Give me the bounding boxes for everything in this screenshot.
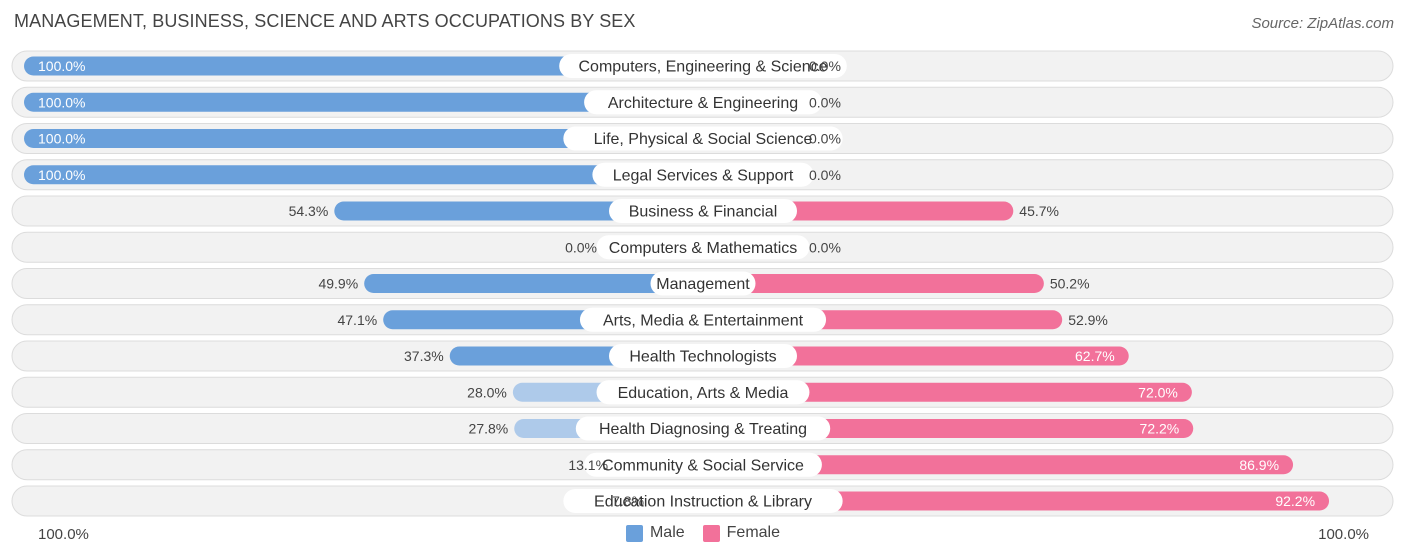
value-label-female: 0.0%	[809, 58, 841, 74]
category-label-pill	[584, 452, 822, 477]
value-label-female: 92.2%	[1275, 493, 1315, 509]
value-label-female: 0.0%	[809, 94, 841, 110]
value-label-female: 0.0%	[809, 167, 841, 183]
category-label: Education, Arts & Media	[618, 385, 789, 402]
bar-female	[693, 346, 1129, 366]
legend-label-female: Female	[726, 524, 781, 541]
category-label-pill	[575, 416, 831, 441]
category-label-pill	[650, 271, 756, 296]
legend-swatch-male	[625, 524, 643, 542]
value-label-male: 47.1%	[337, 312, 377, 328]
value-label-male: 28.0%	[467, 384, 507, 400]
category-label: Education Instruction & Library	[594, 494, 812, 511]
value-label-female: 72.2%	[1140, 421, 1180, 437]
value-label-male: 0.0%	[565, 239, 597, 255]
value-label-female: 86.9%	[1239, 457, 1279, 473]
bar-female	[693, 382, 1192, 402]
category-label: Health Diagnosing & Treating	[599, 421, 807, 438]
bar-male	[24, 165, 713, 185]
value-label-male: 100.0%	[38, 131, 85, 147]
legend-item-male: Male	[625, 524, 685, 542]
category-label: Life, Physical & Social Science	[594, 131, 813, 148]
value-label-male: 100.0%	[38, 167, 85, 183]
chart-title: MANAGEMENT, BUSINESS, SCIENCE AND ARTS O…	[14, 11, 636, 31]
axis-right-label: 100.0%	[1318, 526, 1369, 543]
diverging-bar-chart: Computers, Engineering & Science 100.0% 0.…	[11, 50, 1394, 517]
value-label-male: 37.3%	[404, 348, 444, 364]
value-label-female: 50.2%	[1050, 276, 1090, 292]
source-credit: Source: ZipAtlas.com	[1251, 15, 1394, 32]
axis-left-label: 100.0%	[38, 526, 89, 543]
category-label: Computers, Engineering & Science	[578, 59, 827, 76]
category-label-pill	[609, 344, 797, 368]
legend-item-female: Female	[702, 524, 781, 542]
value-label-male: 54.3%	[289, 203, 329, 219]
category-label-pill	[609, 199, 797, 223]
legend-swatch-female	[702, 524, 720, 542]
value-label-female: 72.0%	[1138, 384, 1178, 400]
legend: Male Female	[0, 524, 1406, 542]
value-label-female: 0.0%	[809, 131, 841, 147]
category-label: Legal Services & Support	[613, 167, 794, 184]
category-label: Business & Financial	[629, 204, 778, 221]
bar-female	[693, 274, 1044, 293]
category-label-pill	[559, 54, 847, 78]
value-label-female: 45.7%	[1019, 203, 1059, 219]
value-label-female: 52.9%	[1068, 312, 1108, 328]
bar-female	[693, 455, 1294, 475]
bar-male	[24, 56, 713, 76]
bar-male	[24, 129, 713, 148]
category-label-pill	[584, 90, 822, 115]
category-label-pill	[563, 489, 843, 513]
category-label: Arts, Media & Entertainment	[603, 312, 804, 329]
category-label: Health Technologists	[629, 349, 776, 366]
legend-label-male: Male	[649, 524, 685, 541]
category-label-pill	[596, 235, 810, 260]
bar-male	[364, 274, 713, 293]
value-label-male: 100.0%	[38, 58, 85, 74]
value-label-male: 7.8%	[612, 493, 644, 509]
category-label-pill	[563, 126, 843, 151]
value-label-male: 13.1%	[568, 457, 608, 473]
category-label-pill	[596, 380, 810, 405]
category-label: Management	[656, 276, 750, 293]
value-label-male: 100.0%	[38, 94, 85, 110]
value-label-female: 62.7%	[1075, 348, 1115, 364]
value-label-female: 0.0%	[809, 239, 841, 255]
category-label: Computers & Mathematics	[609, 240, 798, 257]
bar-male	[24, 92, 713, 112]
value-label-male: 49.9%	[318, 276, 358, 292]
category-label: Architecture & Engineering	[608, 95, 798, 112]
category-label: Community & Social Service	[602, 457, 804, 474]
category-label-pill	[592, 162, 814, 187]
bar-female	[693, 491, 1330, 511]
category-label-pill	[579, 307, 827, 332]
value-label-male: 27.8%	[469, 421, 509, 437]
